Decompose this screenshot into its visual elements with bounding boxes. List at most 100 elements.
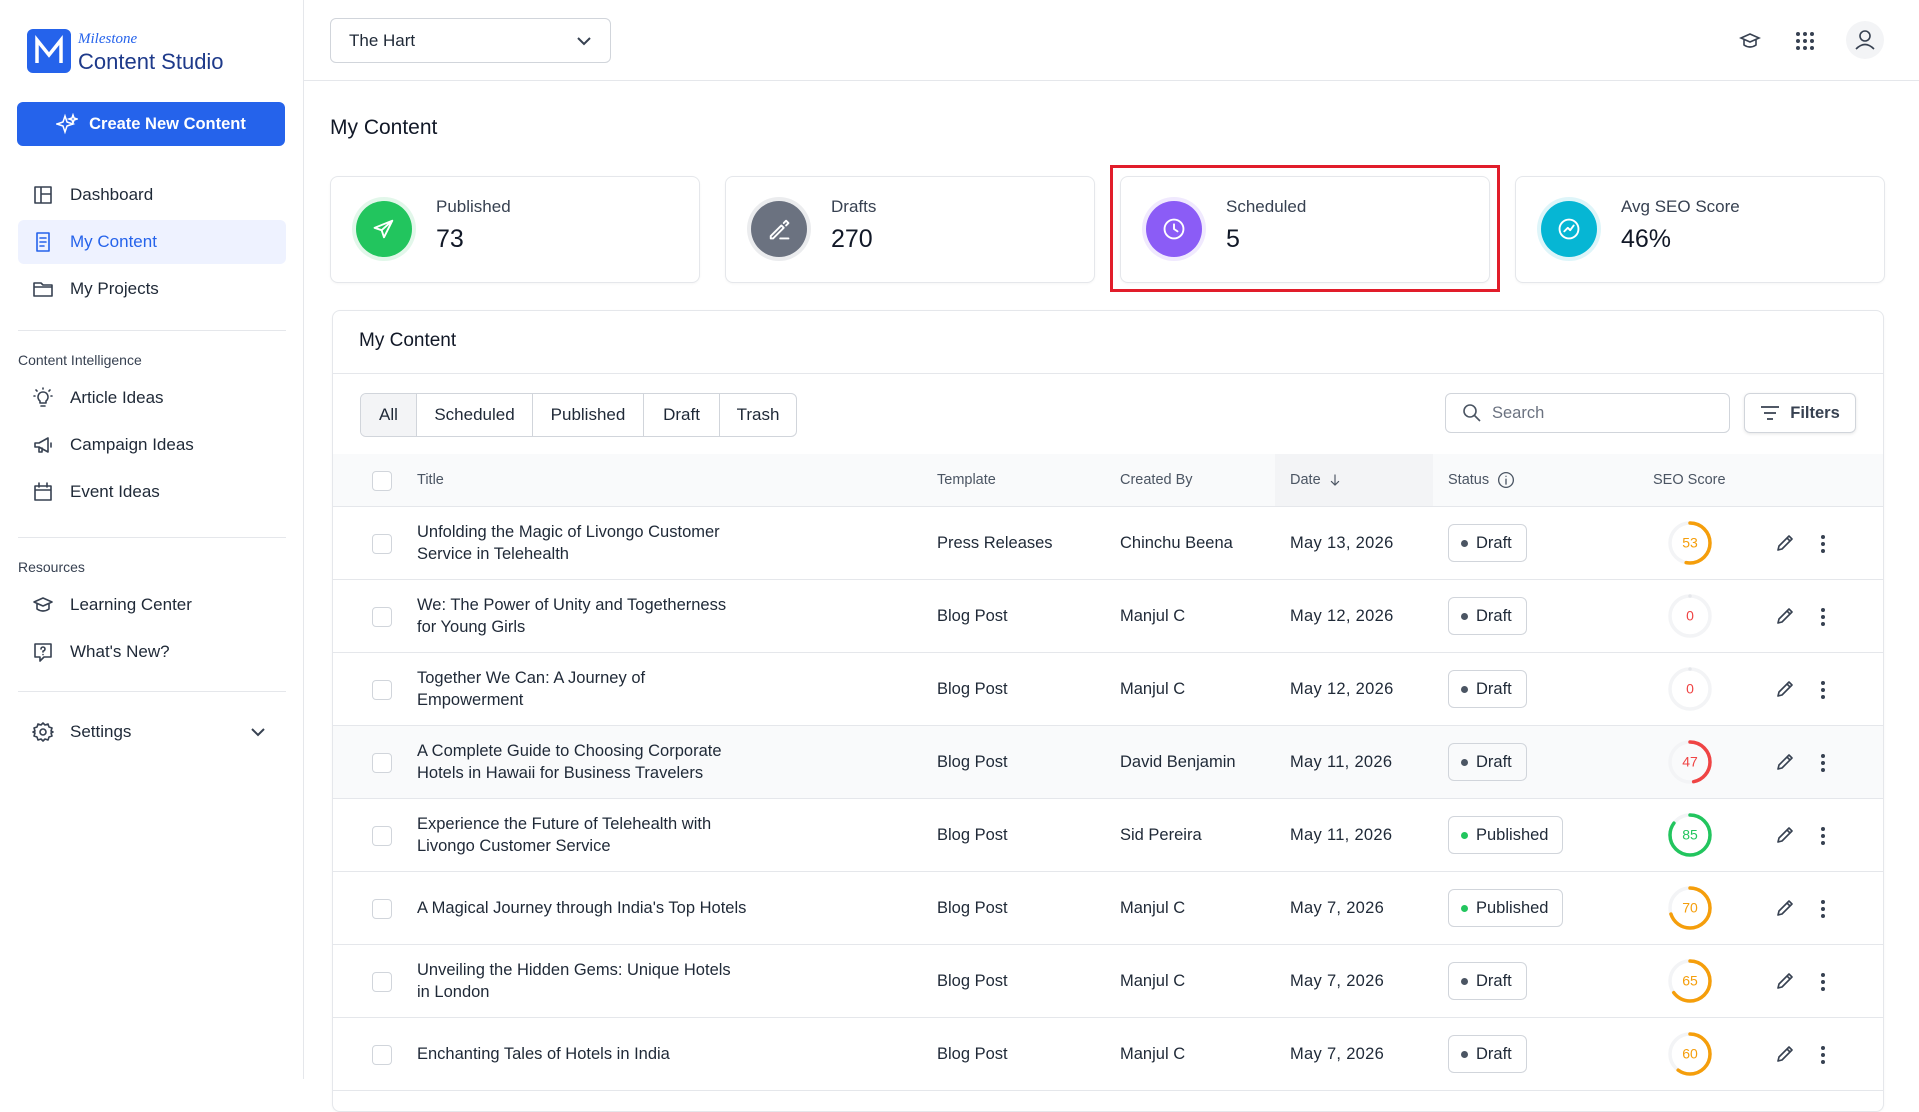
project-name: The Hart	[349, 30, 416, 50]
nav-label: Settings	[70, 722, 132, 741]
checkbox[interactable]	[372, 607, 392, 627]
creator-cell: Manjul C	[1120, 679, 1186, 698]
more-icon[interactable]	[1820, 826, 1826, 846]
nav-item[interactable]: Campaign Ideas	[18, 423, 286, 467]
create-button[interactable]: Create New Content	[17, 102, 285, 146]
icon-path	[34, 186, 52, 204]
stat-value: 270	[831, 225, 873, 253]
more-icon[interactable]	[1820, 899, 1826, 919]
tab[interactable]: All	[361, 394, 417, 436]
tab[interactable]: Scheduled	[417, 394, 533, 436]
dot	[1821, 834, 1825, 838]
edit-icon[interactable]	[1774, 824, 1796, 846]
status-label: Published	[1476, 825, 1549, 844]
checkbox[interactable]	[372, 753, 392, 773]
checkbox[interactable]	[372, 680, 392, 700]
checkbox[interactable]	[372, 826, 392, 846]
checkbox[interactable]	[372, 899, 392, 919]
tab[interactable]: Published	[533, 394, 644, 436]
nav-item[interactable]: Dashboard	[18, 173, 286, 217]
nav-label: Learning Center	[70, 595, 192, 614]
nav-item[interactable]: Learning Center	[18, 583, 286, 627]
stat-label: Scheduled	[1226, 197, 1307, 216]
icon-path	[1777, 900, 1793, 916]
table-row[interactable]: Unveiling the Hidden Gems: Unique Hotels…	[333, 945, 1883, 1018]
title-cell: Together We Can: A Journey of Empowermen…	[417, 669, 646, 709]
edit-icon[interactable]	[1774, 532, 1796, 554]
status-dot	[1461, 758, 1468, 766]
status-label: Draft	[1476, 1044, 1512, 1063]
divider	[18, 691, 286, 692]
icon-path	[1498, 471, 1515, 489]
page-title: My Content	[330, 116, 438, 139]
icon-path	[33, 282, 53, 297]
edit-icon[interactable]	[1774, 1043, 1796, 1065]
checkbox[interactable]	[372, 471, 392, 491]
column-label: Template	[937, 472, 996, 488]
nav-item[interactable]: My Content	[18, 220, 286, 264]
dot	[1821, 914, 1825, 918]
seo-score: 85	[1682, 827, 1698, 843]
title-cell: Experience the Future of Telehealth with…	[417, 815, 712, 855]
seo-score: 60	[1682, 1046, 1698, 1062]
column-label: Date	[1290, 472, 1321, 488]
nav-item[interactable]: Settings	[18, 710, 286, 754]
profile-icon[interactable]	[1846, 21, 1884, 59]
icon-path	[1777, 681, 1793, 697]
more-icon[interactable]	[1820, 1045, 1826, 1065]
apps-icon[interactable]	[1795, 31, 1815, 51]
table-row[interactable]: Unfolding the Magic of Livongo Customer …	[333, 507, 1883, 580]
nav-item[interactable]: Event Ideas	[18, 470, 286, 514]
stat-icon	[1146, 201, 1202, 257]
template-cell: Blog Post	[937, 606, 1008, 625]
nav-label: My Projects	[70, 279, 159, 298]
more-icon[interactable]	[1820, 972, 1826, 992]
icon-path	[34, 437, 52, 453]
nav-item[interactable]: What's New?	[18, 630, 286, 674]
more-icon[interactable]	[1820, 753, 1826, 773]
edit-icon[interactable]	[1774, 970, 1796, 992]
status-dot	[1461, 539, 1468, 547]
chevron-icon	[577, 36, 591, 45]
more-icon[interactable]	[1820, 607, 1826, 627]
section-title: Content Intelligence	[18, 352, 142, 368]
icon-path	[1777, 608, 1793, 624]
status-label: Draft	[1476, 533, 1512, 552]
edit-icon[interactable]	[1774, 751, 1796, 773]
nav-item[interactable]: Article Ideas	[18, 376, 286, 420]
dot	[1821, 688, 1825, 692]
edit-icon[interactable]	[1774, 678, 1796, 700]
table-row[interactable]: A Magical Journey through India's Top Ho…	[333, 872, 1883, 945]
table-row[interactable]: Together We Can: A Journey of Empowermen…	[333, 653, 1883, 726]
creator-cell: Sid Pereira	[1120, 825, 1202, 844]
topbar: The Hart	[304, 0, 1919, 81]
dot	[1821, 1046, 1825, 1050]
more-icon[interactable]	[1820, 680, 1826, 700]
status-label: Draft	[1476, 752, 1512, 771]
tab[interactable]: Draft	[644, 394, 720, 436]
icon	[1163, 218, 1185, 240]
more-icon[interactable]	[1820, 534, 1826, 554]
search-box[interactable]: Search	[1445, 393, 1730, 433]
seo-arc	[1668, 594, 1712, 638]
edit-icon[interactable]	[1774, 897, 1796, 919]
divider	[18, 330, 286, 331]
nav-item[interactable]: My Projects	[18, 267, 286, 311]
table-row[interactable]: We: The Power of Unity and Togetherness …	[333, 580, 1883, 653]
project-selector[interactable]: The Hart	[330, 18, 611, 63]
table-row[interactable]: Experience the Future of Telehealth with…	[333, 799, 1883, 872]
dot	[1821, 608, 1825, 612]
table-row[interactable]: A Complete Guide to Choosing Corporate H…	[333, 726, 1883, 799]
learning-icon[interactable]	[1739, 30, 1761, 52]
template-cell: Blog Post	[937, 1044, 1008, 1063]
checkbox[interactable]	[372, 1045, 392, 1065]
tab[interactable]: Trash	[736, 405, 780, 424]
checkbox[interactable]	[372, 972, 392, 992]
checkbox[interactable]	[372, 534, 392, 554]
status-label: Published	[1476, 898, 1549, 917]
seo-arc	[1668, 667, 1712, 711]
table-row[interactable]: Enchanting Tales of Hotels in India Blog …	[333, 1018, 1883, 1091]
edit-icon[interactable]	[1774, 605, 1796, 627]
dot	[1821, 1060, 1825, 1064]
filters-button[interactable]: Filters	[1744, 393, 1856, 433]
